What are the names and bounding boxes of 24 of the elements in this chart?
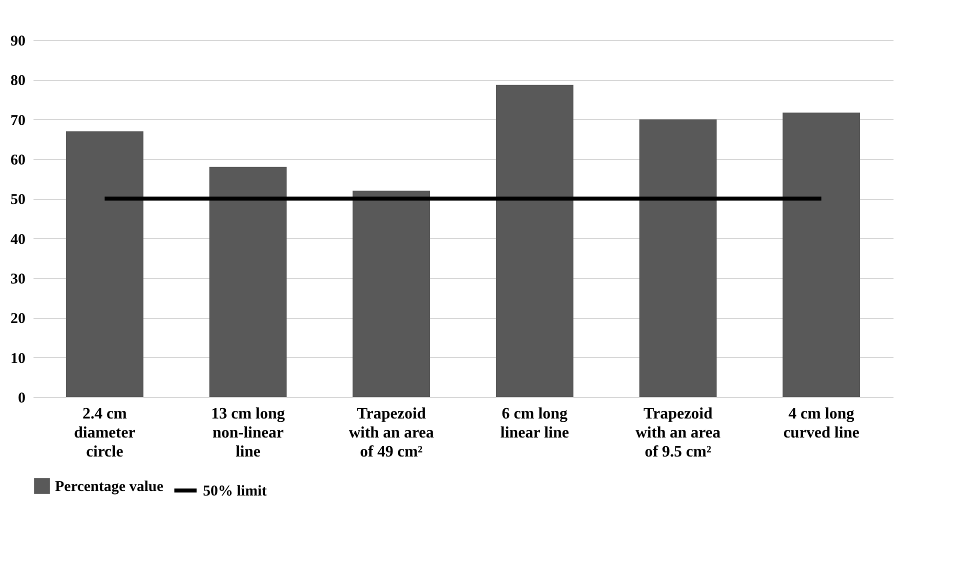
- legend-label: Percentage value: [55, 479, 164, 495]
- x-tick-label: Trapezoid with an area of 9.5 cm²: [635, 406, 721, 460]
- x-tick-label: 6 cm long linear line: [500, 406, 569, 442]
- y-tick-label: 40: [10, 232, 26, 248]
- y-tick-label: 30: [10, 272, 26, 288]
- bar: [352, 190, 430, 397]
- y-tick-label: 50: [10, 192, 26, 208]
- y-tick-label: 10: [10, 350, 26, 367]
- bar: [639, 119, 717, 397]
- y-tick-label: 0: [18, 390, 26, 406]
- x-tick-label: Trapezoid with an area of 49 cm²: [348, 406, 434, 460]
- y-tick-label: 70: [10, 112, 26, 129]
- bar: [782, 112, 860, 397]
- y-tick-label: 20: [10, 311, 26, 328]
- legend-label: 50% limit: [203, 484, 267, 500]
- y-tick-label: 60: [10, 152, 26, 168]
- x-tick-label: 2.4 cm diameter circle: [74, 406, 136, 460]
- bar: [66, 131, 144, 397]
- y-tick-label: 80: [10, 73, 26, 90]
- x-tick-label: 13 cm long non-linear line: [211, 406, 285, 460]
- y-tick-label: 90: [10, 34, 26, 50]
- bar: [209, 166, 287, 397]
- x-tick-label: 4 cm long curved line: [783, 406, 860, 442]
- bar: [496, 84, 574, 397]
